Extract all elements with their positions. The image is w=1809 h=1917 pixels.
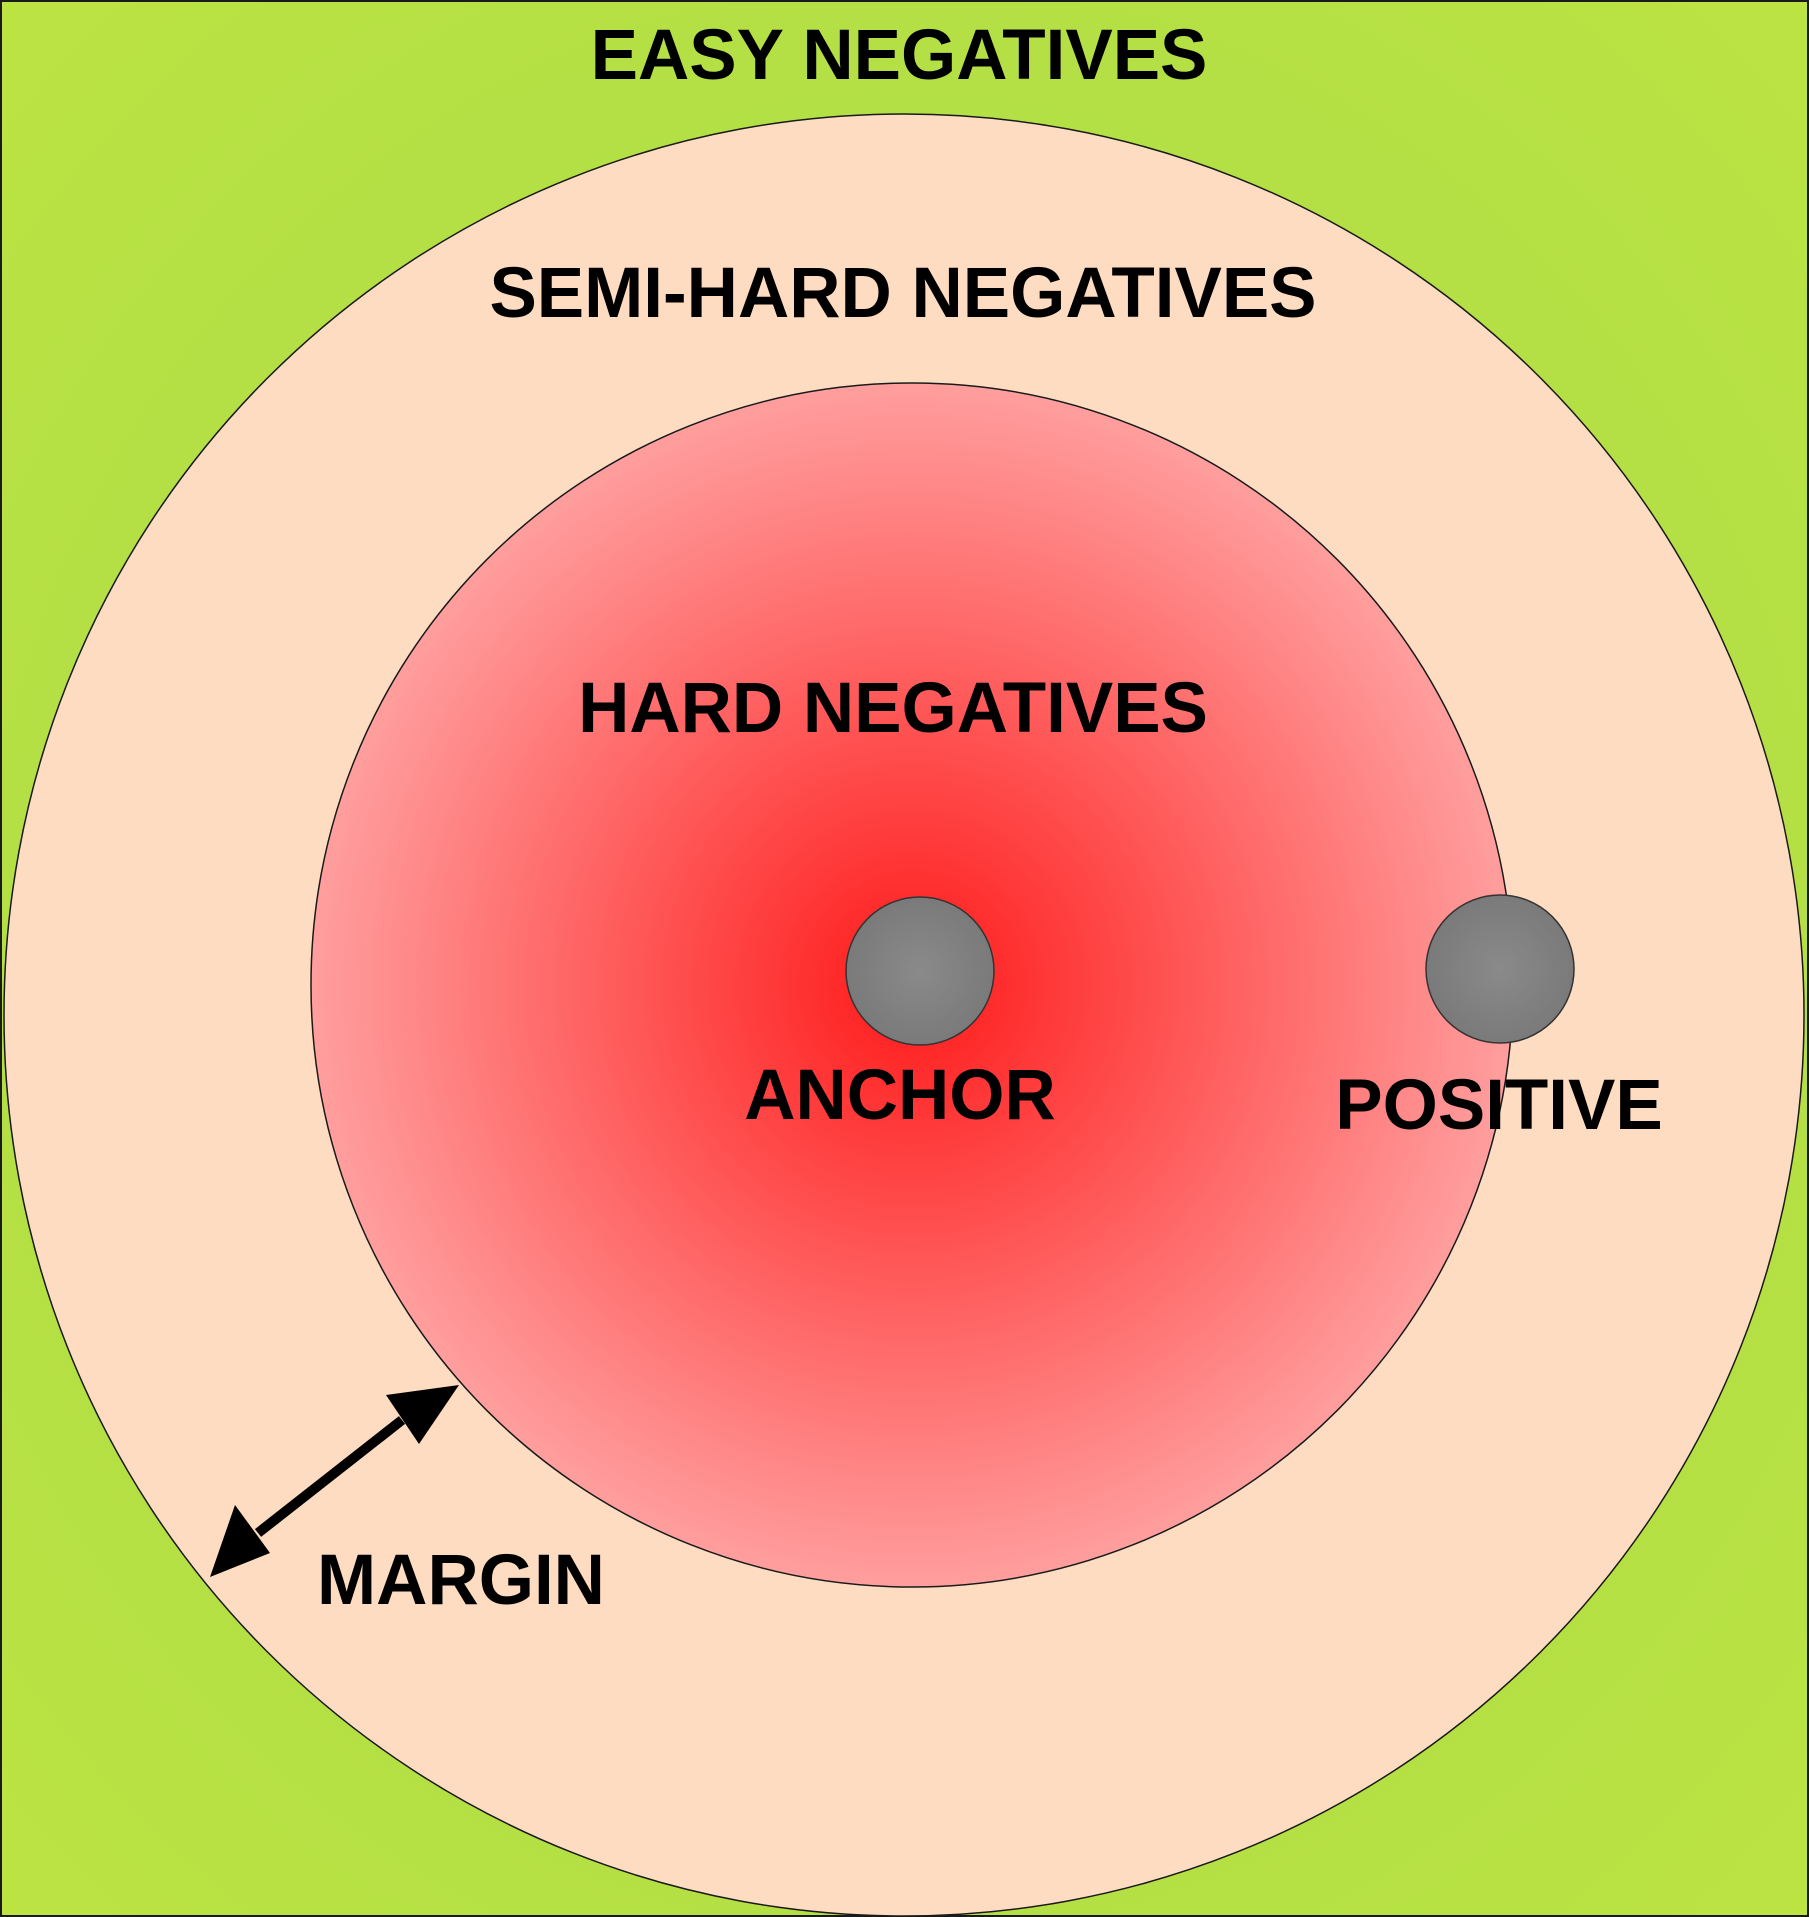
margin-label: MARGIN xyxy=(317,1541,605,1620)
hard-negatives-label: HARD NEGATIVES xyxy=(578,669,1208,748)
easy-negatives-label: EASY NEGATIVES xyxy=(591,16,1208,95)
margin-arrow xyxy=(210,1385,459,1577)
positive-point xyxy=(1425,894,1575,1044)
positive-label: POSITIVE xyxy=(1335,1066,1662,1145)
anchor-point xyxy=(845,896,995,1046)
margin-arrowhead-inner xyxy=(386,1385,459,1444)
semi-hard-negatives-label: SEMI-HARD NEGATIVES xyxy=(489,254,1316,333)
anchor-label: ANCHOR xyxy=(744,1056,1056,1135)
margin-arrowhead-outer xyxy=(210,1505,270,1577)
